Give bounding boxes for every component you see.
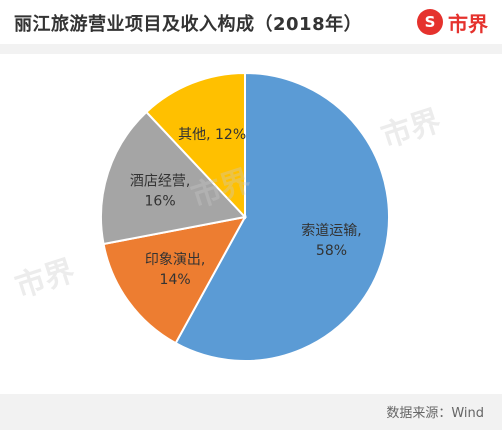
pie-slice: [145, 71, 246, 220]
source-note: 数据来源：Wind: [386, 406, 484, 421]
slice-label: 索道运输, 58%: [301, 222, 361, 259]
pie-slice: [100, 110, 247, 246]
pie-slice: [102, 215, 247, 345]
logo-text: 市界: [448, 11, 488, 36]
chart-footer: 数据来源：Wind: [0, 394, 502, 430]
slice-label: 印象演出, 14%: [145, 252, 205, 288]
page-title: 丽江旅游营业项目及收入构成（2018年）: [14, 14, 363, 35]
pie-chart: 索道运输, 58% 印象演出, 14% 酒店经营, 16% 其他, 12%: [100, 71, 390, 362]
slice-label: 其他, 12%: [178, 127, 246, 143]
slice-label: 酒店经营, 16%: [130, 173, 190, 209]
logo-icon: S: [417, 9, 443, 35]
header-divider: [0, 44, 502, 54]
brand-logo: S 市界: [417, 7, 488, 37]
pie-slice: [174, 71, 390, 362]
chart-area: 市界 市界 市界 索道运输, 58% 印象演出, 14% 酒店经营, 16% 其他, 12%: [0, 54, 502, 394]
chart-header: 丽江旅游营业项目及收入构成（2018年） S 市界: [0, 0, 502, 44]
